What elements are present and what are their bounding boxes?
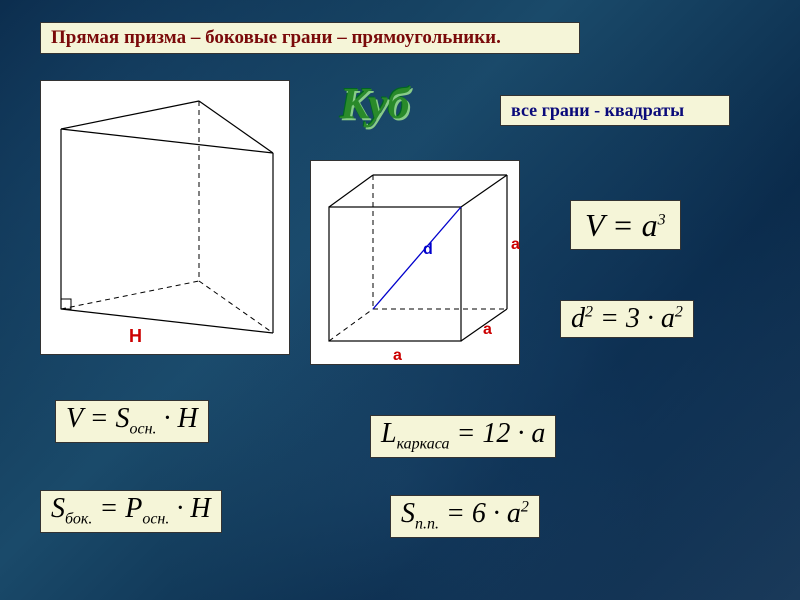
formula-l-frame: Lкаркаса = 12 · a	[370, 415, 556, 458]
prism-label-h: H	[129, 326, 142, 347]
formula-s-full: Sп.п. = 6 · a2	[390, 495, 540, 538]
formula-s-lateral: Sбок. = Pосн. · H	[40, 490, 222, 533]
prism-svg	[41, 81, 291, 356]
formula-d-cube: d2 = 3 · a2	[560, 300, 694, 338]
formula-v-cube-text: V = a3	[585, 207, 666, 243]
formula-d-cube-text: d2 = 3 · a2	[571, 303, 683, 334]
cube-panel: d a a a	[310, 160, 520, 365]
title-box: Прямая призма – боковые грани – прямоуго…	[40, 22, 580, 54]
formula-s-lateral-text: Sбок. = Pосн. · H	[51, 493, 211, 524]
cube-label-a-bottom: a	[393, 347, 402, 365]
subtitle-text: все грани - квадраты	[511, 100, 684, 120]
prism-panel: H	[40, 80, 290, 355]
formula-v-prism: V = Sосн. · H	[55, 400, 209, 443]
formula-v-prism-text: V = Sосн. · H	[66, 403, 198, 434]
title-text: Прямая призма – боковые грани – прямоуго…	[51, 27, 501, 48]
cube-label-a-br: a	[483, 321, 492, 339]
formula-s-full-text: Sп.п. = 6 · a2	[401, 498, 529, 529]
formula-v-cube: V = a3	[570, 200, 681, 250]
subtitle-box: все грани - квадраты	[500, 95, 730, 126]
cube-label-a-right: a	[511, 236, 520, 254]
cube-label-d: d	[423, 241, 433, 259]
cube-heading-text: Куб	[340, 79, 409, 128]
formula-l-frame-text: Lкаркаса = 12 · a	[381, 418, 545, 449]
cube-heading: Куб	[340, 78, 409, 129]
